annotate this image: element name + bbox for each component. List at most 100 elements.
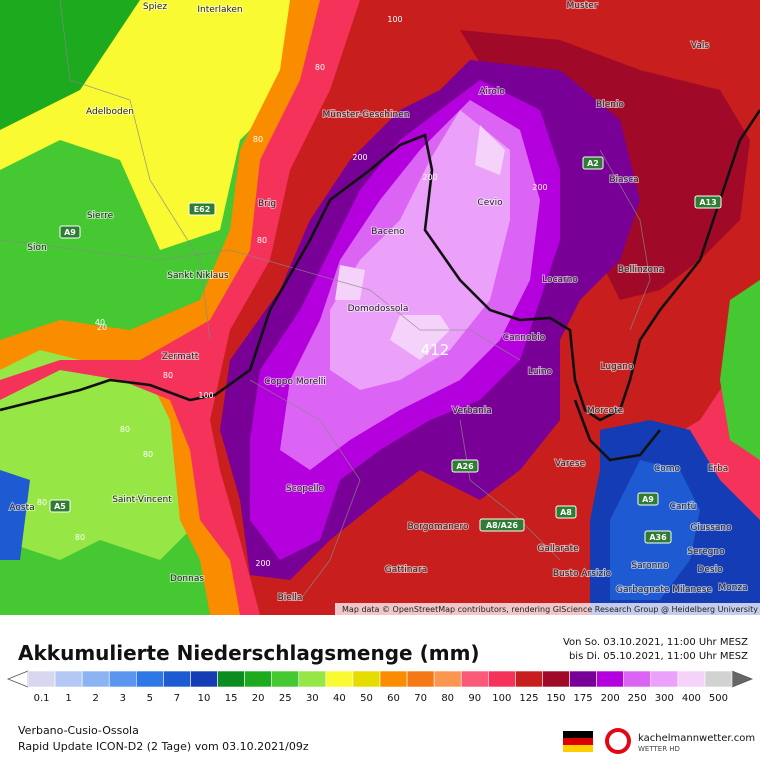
road-label: A2 (587, 159, 599, 168)
colorbar-label: 20 (252, 693, 265, 704)
place-label: Baceno (371, 227, 405, 237)
colorbar-swatch (298, 670, 327, 688)
road-label: E62 (194, 205, 211, 214)
colorbar-swatch (677, 670, 706, 688)
colorbar-swatch (379, 670, 408, 688)
colorbar-swatch (488, 670, 516, 688)
place-label: Aosta (9, 503, 34, 513)
contour-label: 80 (163, 371, 173, 380)
contour-label: 20 (97, 323, 107, 332)
map-attribution: Map data © OpenStreetMap contributors, r… (342, 605, 758, 614)
road-shield (637, 492, 659, 506)
colorbar-label: 250 (628, 693, 647, 704)
place-label: Spiez (143, 2, 167, 12)
contour-label: 80 (143, 450, 153, 459)
colorbar-label: 2 (93, 693, 99, 704)
place-label: Verbania (452, 406, 492, 416)
colorbar-swatch (433, 670, 462, 688)
place-label: Saint-Vincent (112, 495, 172, 505)
place-label: Donnas (170, 574, 204, 584)
colorbar-swatch (325, 670, 354, 688)
colorbar-label: 0.1 (34, 693, 50, 704)
place-label: Cantù (670, 502, 697, 512)
colorbar-swatch (542, 670, 570, 688)
colorbar-swatch (569, 670, 597, 688)
colorbar-label: 7 (174, 693, 180, 704)
colorbar-swatch (81, 670, 110, 688)
place-label: Cevio (477, 198, 503, 208)
place-label: Münster-Geschinen (323, 110, 410, 120)
flag-stripe (563, 738, 593, 745)
colorbar-label: 30 (306, 693, 319, 704)
place-label: Luino (528, 367, 553, 377)
colorbar-swatch (460, 670, 489, 688)
place-label: Sankt Niklaus (167, 271, 229, 281)
flag-stripe (563, 731, 593, 738)
colorbar-swatch (406, 670, 435, 688)
colorbar-label: 40 (333, 693, 346, 704)
colorbar-label: 70 (414, 693, 427, 704)
road-shield (479, 518, 525, 532)
colorbar-swatch (271, 670, 300, 688)
legend: Akkumulierte Niederschlagsmenge (mm) Von… (6, 637, 754, 704)
model-info: Rapid Update ICON-D2 (2 Tage) vom 03.10.… (18, 740, 309, 753)
road-label: A26 (456, 462, 474, 471)
site-name[interactable]: kachelmannwetter.com (638, 733, 755, 744)
place-label: Vals (691, 41, 709, 51)
place-label: Gattinara (385, 565, 427, 575)
contour-label: 80 (120, 425, 130, 434)
logo (609, 732, 627, 750)
colorbar-label: 300 (655, 693, 674, 704)
place-label: Busto Arsizio (553, 569, 612, 579)
flag-stripe (563, 745, 593, 752)
place-label: Coppo Morelli (264, 377, 325, 387)
road-label: A8/A26 (486, 521, 518, 530)
road-label: A13 (699, 198, 716, 207)
colorbar-swatch (190, 670, 218, 688)
place-label: Saronno (631, 561, 669, 571)
road-label: A8 (560, 508, 572, 517)
road-shield (694, 195, 722, 209)
place-label: Erba (708, 464, 729, 474)
place-label: Borgomanero (408, 522, 469, 532)
road-label: A9 (64, 228, 76, 237)
colorbar-swatch (54, 670, 83, 688)
colorbar-swatch (515, 670, 543, 688)
place-label: Interlaken (197, 5, 242, 15)
place-label: Cannobio (503, 333, 546, 343)
place-label: Monza (718, 583, 747, 593)
site-subtitle: WETTER HD (638, 745, 680, 753)
place-label: Blenio (596, 100, 624, 110)
place-label: Gallarate (537, 544, 579, 554)
place-label: Airolo (479, 87, 505, 97)
place-label: Lugano (601, 362, 634, 372)
contour-label: 200 (352, 153, 367, 162)
contour-label: 80 (75, 533, 85, 542)
place-label: Domodossola (348, 304, 409, 314)
place-label: Bellinzona (618, 265, 664, 275)
colorbar-swatch (352, 670, 381, 688)
contour-label: 100 (387, 15, 402, 24)
road-shield (555, 505, 577, 519)
colorbar-label: 50 (360, 693, 373, 704)
road-shield (644, 530, 672, 544)
colorbar-swatch (704, 670, 733, 688)
road-label: A5 (54, 502, 66, 511)
road-shield (582, 156, 604, 170)
colorbar-label: 5 (147, 693, 153, 704)
road-shield (59, 225, 81, 239)
place-label: Como (654, 464, 681, 474)
place-label: Sion (27, 243, 46, 253)
contour-label: 80 (257, 236, 267, 245)
colorbar-label: 15 (225, 693, 238, 704)
legend-title: Akkumulierte Niederschlagsmenge (mm) (18, 641, 480, 665)
colorbar-label: 100 (492, 693, 511, 704)
contour-label: 80 (315, 63, 325, 72)
colorbar-swatch (650, 670, 679, 688)
colorbar-label: 10 (198, 693, 211, 704)
colorbar-swatch (217, 670, 245, 688)
colorbar-swatch (596, 670, 624, 688)
road-shield (49, 499, 71, 513)
colorbar-arrow (731, 670, 754, 688)
